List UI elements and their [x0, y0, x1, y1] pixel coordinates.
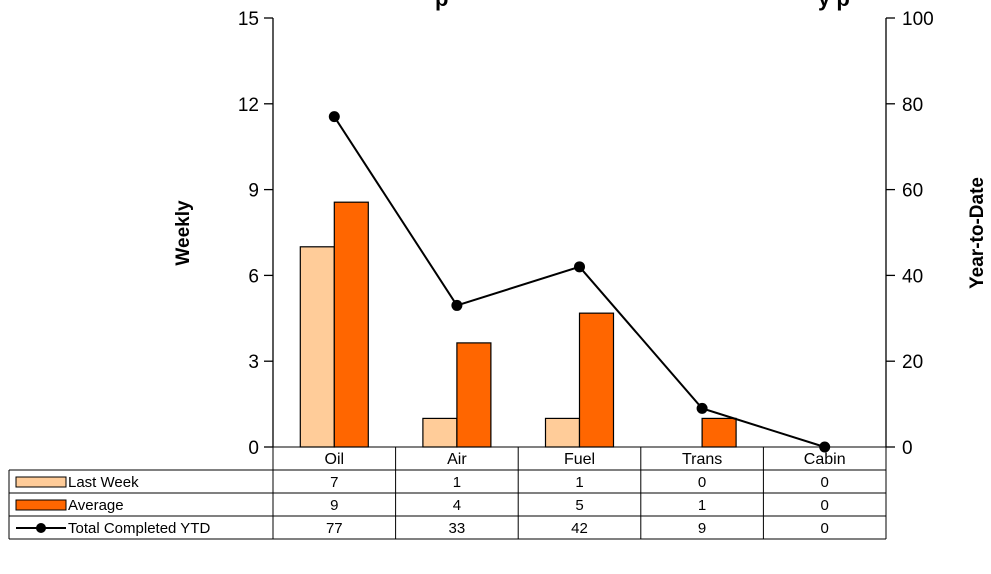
- legend-key-last-week: [15, 476, 67, 488]
- bar-last-week: [422, 417, 458, 448]
- table-cell: 9: [698, 520, 706, 537]
- y-tick-label-right: 80: [902, 95, 923, 116]
- table-cell: 9: [330, 497, 338, 514]
- bar-average: [333, 201, 369, 448]
- legend-label: Last Week: [68, 474, 139, 491]
- table-cell: 1: [698, 497, 706, 514]
- table-cell: 0: [821, 520, 829, 537]
- table-cell: 1: [453, 474, 461, 491]
- table-cell: 4: [453, 497, 461, 514]
- table-cell: 33: [449, 520, 466, 537]
- y-tick-label-right: 40: [902, 266, 923, 287]
- table-cell: 0: [821, 497, 829, 514]
- chart-title: p: [435, 0, 448, 11]
- category-label: Cabin: [804, 451, 846, 468]
- bar-last-week: [299, 246, 335, 448]
- ytd-point: [451, 299, 463, 311]
- category-label: Air: [447, 451, 467, 468]
- y-tick-label-left: 15: [238, 9, 259, 30]
- table-cell: 5: [575, 497, 583, 514]
- legend-label: Total Completed YTD: [68, 520, 210, 537]
- category-label: Oil: [325, 451, 345, 468]
- legend-key-average: [15, 499, 67, 511]
- y-tick-label-left: 9: [248, 181, 259, 202]
- y-tick-label-left: 0: [248, 438, 259, 459]
- y-tick-label-right: 60: [902, 181, 923, 202]
- table-cell: 77: [326, 520, 343, 537]
- table-cell: 0: [821, 474, 829, 491]
- bar-average: [578, 312, 615, 448]
- y-tick-label-left: 3: [248, 352, 259, 373]
- ytd-point: [696, 402, 708, 414]
- category-label: Trans: [682, 451, 722, 468]
- y-tick-label-left: 6: [248, 266, 259, 287]
- table-cell: 1: [575, 474, 583, 491]
- ytd-point: [328, 111, 340, 123]
- y-axis-label-left: Weekly: [173, 200, 194, 266]
- y-tick-label-right: 20: [902, 352, 923, 373]
- ytd-point: [574, 261, 585, 273]
- legend-key-marker: [36, 523, 46, 533]
- table-cell: 42: [571, 520, 588, 537]
- y-tick-label-left: 12: [238, 95, 259, 116]
- bar-average: [701, 417, 737, 448]
- y-axis-label-right: Year-to-Date: [967, 177, 988, 289]
- table-cell: 7: [330, 474, 338, 491]
- bar-last-week: [544, 417, 581, 448]
- y-tick-label-right: 100: [902, 9, 934, 30]
- bar-average: [456, 342, 492, 448]
- plot-area: 0 3 6 9 12 15 0 20 40 60 80 100: [238, 9, 934, 459]
- chart-title-right: y p: [818, 0, 850, 11]
- y-tick-label-right: 0: [902, 438, 913, 459]
- table-cell: 0: [698, 474, 706, 491]
- data-table: Oil Air Fuel Trans Cabin Last Week 7 1 1 0 0 Averag…: [8, 446, 887, 540]
- legend-label: Average: [68, 497, 124, 514]
- category-label: Fuel: [564, 451, 595, 468]
